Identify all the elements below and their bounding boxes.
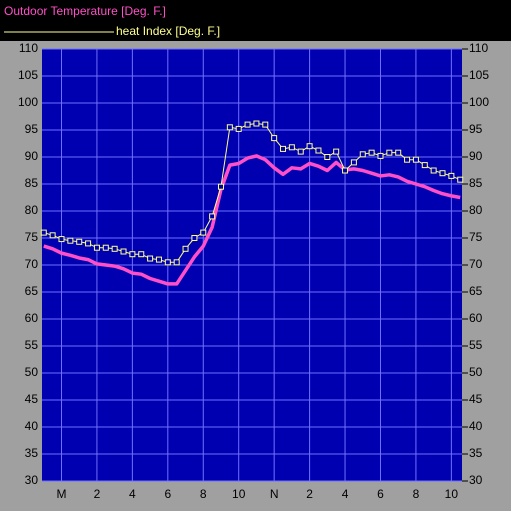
data-point: [235, 125, 242, 132]
y2-tick-label: 50: [469, 365, 483, 379]
y2-tick-label: 105: [469, 68, 489, 82]
legend-label: heat Index [Deg. F.]: [116, 24, 220, 38]
y-tick-label: 30: [25, 473, 39, 487]
y-tick-label: 75: [25, 230, 39, 244]
data-point: [368, 149, 375, 156]
data-point: [226, 124, 233, 131]
x-tick-label: 10: [232, 487, 246, 501]
y-tick-label: 50: [25, 365, 39, 379]
data-point: [85, 240, 92, 247]
data-point: [138, 251, 145, 258]
data-point: [182, 245, 189, 252]
y2-tick-label: 40: [469, 419, 483, 433]
x-tick-label: 2: [94, 487, 101, 501]
data-point: [67, 237, 74, 244]
data-point: [262, 121, 269, 128]
y2-tick-label: 75: [469, 230, 483, 244]
x-tick-label: 6: [377, 487, 384, 501]
data-point: [93, 244, 100, 251]
x-tick-label: 2: [306, 487, 313, 501]
data-point: [58, 236, 65, 243]
data-point: [200, 229, 207, 236]
series-line: [43, 154, 461, 286]
legend-label: Outdoor Temperature [Deg. F.]: [4, 4, 166, 18]
y2-tick-label: 55: [469, 338, 483, 352]
y-tick-label: 110: [19, 41, 38, 55]
data-point: [342, 167, 349, 174]
y2-tick-label: 30: [469, 473, 483, 487]
data-point: [40, 229, 47, 236]
data-point: [111, 245, 118, 252]
y-tick-label: 70: [25, 257, 39, 271]
data-point: [209, 213, 216, 220]
y2-tick-label: 80: [469, 203, 483, 217]
data-point: [333, 148, 340, 155]
y2-tick-label: 85: [469, 176, 483, 190]
data-point: [448, 172, 455, 179]
data-point: [430, 167, 437, 174]
data-point: [315, 147, 322, 154]
y-tick-label: 35: [25, 446, 39, 460]
x-tick-label: 8: [413, 487, 420, 501]
y-tick-label: 105: [18, 68, 38, 82]
data-point: [306, 143, 313, 150]
x-tick-label: 8: [200, 487, 207, 501]
y2-tick-label: 95: [469, 122, 483, 136]
y-tick-label: 95: [25, 122, 39, 136]
y2-tick-label: 65: [469, 284, 483, 298]
y2-tick-label: 100: [469, 95, 489, 109]
y-tick-label: 40: [25, 419, 39, 433]
y2-tick-label: 35: [469, 446, 483, 460]
x-tick-label: 4: [342, 487, 349, 501]
data-point: [155, 256, 162, 263]
data-point: [253, 120, 260, 127]
data-point: [147, 255, 154, 262]
data-point: [173, 259, 180, 266]
y-tick-label: 90: [25, 149, 39, 163]
data-point: [421, 162, 428, 169]
data-point: [271, 135, 278, 142]
data-point: [359, 151, 366, 158]
legend-background: [0, 0, 511, 41]
data-point: [129, 251, 136, 258]
y2-tick-label: 70: [469, 257, 483, 271]
y-tick-label: 65: [25, 284, 39, 298]
data-point: [244, 121, 251, 128]
x-tick-label: M: [56, 487, 66, 501]
y2-tick-label: 90: [469, 149, 483, 163]
data-point: [439, 170, 446, 177]
data-point: [350, 159, 357, 166]
data-point: [76, 238, 83, 245]
data-point: [49, 232, 56, 239]
x-tick-label: 6: [164, 487, 171, 501]
data-point: [457, 176, 464, 183]
data-point: [164, 259, 171, 266]
data-point: [297, 148, 304, 155]
y2-tick-label: 45: [469, 392, 483, 406]
data-point: [288, 144, 295, 151]
y-tick-label: 100: [18, 95, 38, 109]
data-point: [404, 156, 411, 163]
y-tick-label: 85: [25, 176, 39, 190]
y-tick-label: 60: [25, 311, 39, 325]
data-point: [386, 149, 393, 156]
data-point: [324, 154, 331, 160]
y-tick-label: 55: [25, 338, 39, 352]
x-tick-label: N: [270, 487, 279, 501]
y-tick-label: 45: [25, 392, 39, 406]
data-point: [102, 244, 109, 251]
data-point: [395, 149, 402, 156]
data-point: [191, 235, 198, 241]
data-point: [280, 145, 287, 152]
data-point: [217, 183, 224, 190]
data-point: [412, 156, 419, 163]
y2-tick-label: 110: [469, 41, 488, 55]
data-point: [120, 248, 127, 255]
y-tick-label: 80: [25, 203, 39, 217]
data-point: [377, 152, 384, 159]
x-tick-label: 4: [129, 487, 136, 501]
y2-tick-label: 60: [469, 311, 483, 325]
x-tick-label: 10: [445, 487, 459, 501]
